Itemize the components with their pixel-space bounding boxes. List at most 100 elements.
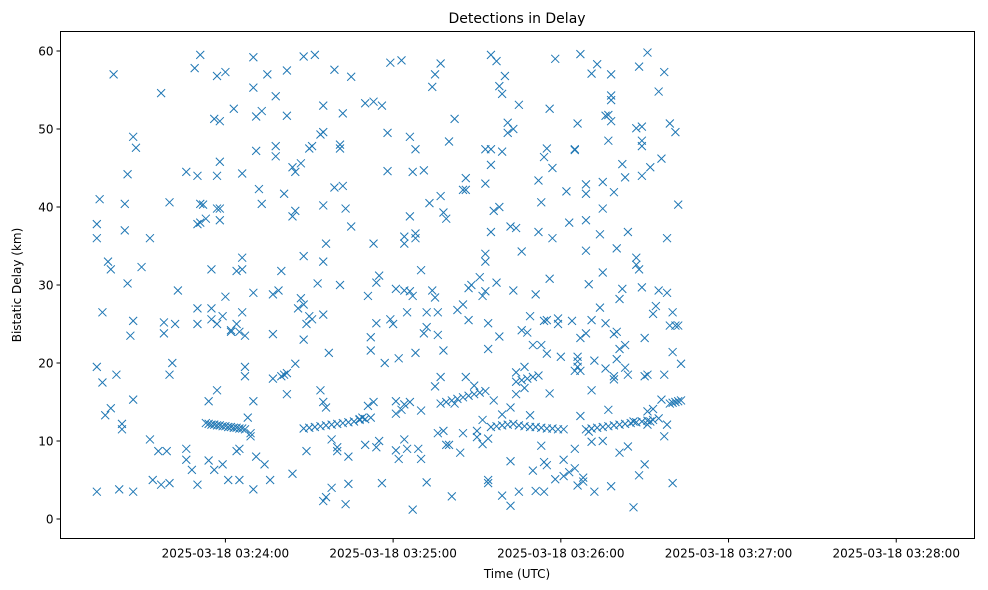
data-point	[617, 159, 627, 169]
data-point	[478, 415, 487, 425]
data-point	[506, 456, 515, 466]
data-point	[360, 414, 370, 424]
data-point	[237, 307, 247, 317]
data-point	[416, 406, 426, 415]
data-point	[601, 364, 610, 373]
data-point	[514, 487, 524, 497]
y-axis-label: Bistatic Delay (km)	[10, 228, 24, 343]
data-point	[195, 50, 205, 60]
data-point	[257, 199, 267, 209]
data-point	[327, 435, 336, 444]
data-point	[383, 166, 392, 176]
data-point	[265, 475, 275, 485]
data-point	[363, 291, 373, 301]
data-point	[112, 370, 121, 380]
data-point	[629, 417, 638, 426]
data-point	[131, 143, 141, 153]
data-point	[430, 70, 440, 79]
data-point	[427, 286, 437, 295]
data-point	[377, 101, 387, 110]
data-point	[665, 399, 675, 408]
data-point	[483, 318, 493, 328]
data-point	[201, 418, 211, 428]
data-point	[520, 421, 529, 431]
data-point	[671, 321, 680, 330]
data-point	[246, 428, 255, 438]
data-point	[550, 474, 560, 484]
data-point	[346, 222, 356, 231]
data-point	[564, 218, 574, 227]
data-point	[123, 169, 132, 179]
data-point	[411, 233, 420, 243]
data-point	[304, 423, 314, 433]
data-point	[302, 319, 311, 329]
y-axis-ticks: 0 10 20 30 40 50 60	[38, 45, 61, 527]
data-point	[254, 184, 264, 194]
data-point	[542, 460, 552, 470]
data-point	[318, 257, 328, 266]
data-point	[620, 340, 630, 350]
x-tick-label: 2025-03-18 03:28:00	[833, 547, 960, 561]
data-point	[576, 49, 585, 59]
data-point	[148, 475, 158, 485]
data-point	[668, 347, 677, 357]
data-point	[145, 435, 155, 444]
data-point	[486, 227, 496, 237]
data-point	[539, 487, 549, 497]
data-point	[506, 403, 515, 412]
data-point	[645, 417, 655, 426]
data-point	[598, 422, 608, 432]
data-point	[447, 492, 457, 501]
data-point	[341, 499, 350, 509]
data-point	[402, 444, 412, 454]
data-point	[237, 265, 247, 274]
data-point	[293, 304, 303, 313]
data-point	[95, 194, 104, 204]
data-point	[508, 419, 518, 429]
data-point	[204, 396, 213, 406]
x-tick-label: 2025-03-18 03:24:00	[162, 547, 289, 561]
data-point	[187, 465, 197, 475]
data-point	[249, 485, 258, 494]
data-point	[603, 405, 613, 415]
data-point	[573, 352, 582, 362]
data-point	[159, 318, 169, 327]
data-point	[123, 279, 132, 288]
data-point	[503, 128, 513, 138]
data-point	[310, 422, 320, 432]
data-point	[232, 319, 241, 329]
data-point	[620, 419, 630, 429]
data-point	[399, 232, 409, 241]
data-point	[615, 294, 624, 304]
data-point	[615, 420, 624, 429]
data-point	[371, 278, 381, 288]
y-tick-label: 20	[38, 357, 53, 371]
data-point	[662, 420, 672, 429]
data-point	[335, 140, 345, 149]
data-point	[215, 157, 225, 167]
data-point	[573, 362, 582, 372]
data-point	[425, 198, 434, 208]
data-point	[371, 442, 381, 452]
data-point	[165, 197, 174, 207]
data-point	[536, 340, 546, 350]
data-point	[595, 303, 605, 312]
data-point	[299, 335, 309, 344]
data-point	[662, 288, 672, 298]
data-point	[321, 421, 331, 430]
data-point	[531, 486, 541, 496]
data-point	[92, 362, 102, 372]
data-point	[592, 423, 602, 433]
data-point	[640, 333, 650, 343]
data-point	[525, 311, 535, 321]
data-point	[534, 176, 543, 185]
data-point	[450, 114, 459, 124]
data-point	[159, 329, 169, 338]
data-point	[207, 265, 216, 274]
data-point	[212, 319, 222, 329]
data-point	[397, 405, 406, 415]
data-point	[444, 137, 454, 146]
y-tick-label: 30	[38, 279, 53, 293]
data-point	[402, 307, 412, 317]
data-point	[606, 70, 616, 79]
